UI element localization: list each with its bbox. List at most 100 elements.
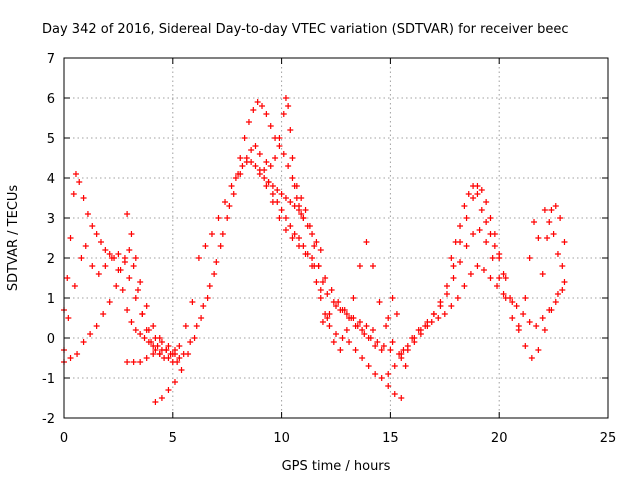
x-axis-label: GPS time / hours <box>282 459 391 474</box>
data-point <box>383 323 390 329</box>
data-point <box>137 331 144 337</box>
data-point <box>361 331 368 337</box>
x-tick-label: 0 <box>60 431 68 446</box>
data-point <box>430 311 437 317</box>
data-point <box>356 319 363 325</box>
data-point <box>93 231 100 237</box>
data-point <box>509 299 516 305</box>
data-point <box>163 347 170 353</box>
data-point <box>487 231 494 237</box>
data-point <box>269 191 276 197</box>
data-point <box>378 375 385 381</box>
data-point <box>470 183 477 189</box>
data-point <box>245 119 252 125</box>
data-point <box>174 359 181 365</box>
data-point <box>256 167 263 173</box>
data-point <box>193 323 200 329</box>
data-point <box>145 327 152 333</box>
data-point <box>559 287 566 293</box>
data-point <box>263 183 270 189</box>
data-point <box>422 323 429 329</box>
series-track-f <box>152 143 405 405</box>
y-tick-label: -1 <box>42 372 55 387</box>
data-point <box>89 223 96 229</box>
data-point <box>289 175 296 181</box>
y-tick-label: 7 <box>47 52 55 67</box>
data-point <box>132 255 139 261</box>
data-point <box>461 283 468 289</box>
data-point <box>457 259 464 265</box>
data-point <box>180 351 187 357</box>
data-point <box>520 311 527 317</box>
data-point <box>409 335 416 341</box>
data-point <box>541 207 548 213</box>
series-track-o <box>409 263 566 341</box>
data-point <box>333 331 339 337</box>
data-point <box>346 339 353 345</box>
data-point <box>317 287 324 293</box>
data-point <box>452 239 459 245</box>
data-point <box>217 243 224 249</box>
data-point <box>291 231 298 237</box>
data-point <box>176 343 183 349</box>
data-point <box>470 195 477 201</box>
data-point <box>228 183 235 189</box>
data-point <box>65 315 72 321</box>
data-point <box>102 247 109 253</box>
data-point <box>67 235 74 241</box>
data-point <box>333 303 339 309</box>
data-point <box>143 303 150 309</box>
data-point <box>550 231 557 237</box>
data-point <box>78 255 85 261</box>
data-point <box>448 255 455 261</box>
y-tick-label: 0 <box>47 332 55 347</box>
data-point <box>274 187 281 193</box>
grid-layer <box>64 58 608 418</box>
data-point <box>359 327 366 333</box>
data-point <box>478 187 485 193</box>
data-point <box>248 147 255 153</box>
series-track-p <box>448 183 507 277</box>
data-point <box>385 383 392 389</box>
data-point <box>496 255 503 261</box>
data-point <box>267 123 274 129</box>
data-point <box>263 111 270 117</box>
data-point <box>189 299 196 305</box>
data-point <box>300 215 307 221</box>
data-point <box>296 235 303 241</box>
series-track-h <box>195 159 307 261</box>
data-point <box>287 199 294 205</box>
data-point <box>134 287 141 293</box>
data-point <box>559 263 566 269</box>
data-point <box>443 291 450 297</box>
data-point <box>437 303 444 309</box>
data-point <box>478 207 485 213</box>
data-point <box>450 275 457 281</box>
data-point <box>372 371 379 377</box>
data-point <box>128 231 135 237</box>
data-point <box>356 263 363 269</box>
data-point <box>259 103 266 109</box>
data-point <box>276 135 283 141</box>
data-point <box>74 351 81 357</box>
data-point <box>280 111 287 117</box>
data-point <box>302 207 309 213</box>
data-point <box>213 259 220 265</box>
data-point <box>141 335 148 341</box>
data-point <box>250 107 257 113</box>
data-point <box>261 175 268 181</box>
data-point <box>435 315 442 321</box>
series-track-n <box>398 219 546 357</box>
data-point <box>84 211 91 217</box>
data-point <box>311 263 318 269</box>
x-tick-label: 20 <box>491 431 508 446</box>
data-point <box>443 283 450 289</box>
data-point <box>500 271 507 277</box>
data-point <box>391 363 398 369</box>
data-point <box>324 315 331 321</box>
data-point <box>278 207 285 213</box>
data-point <box>195 255 202 261</box>
data-point <box>404 343 411 349</box>
data-point <box>269 199 276 205</box>
data-point <box>398 395 405 401</box>
